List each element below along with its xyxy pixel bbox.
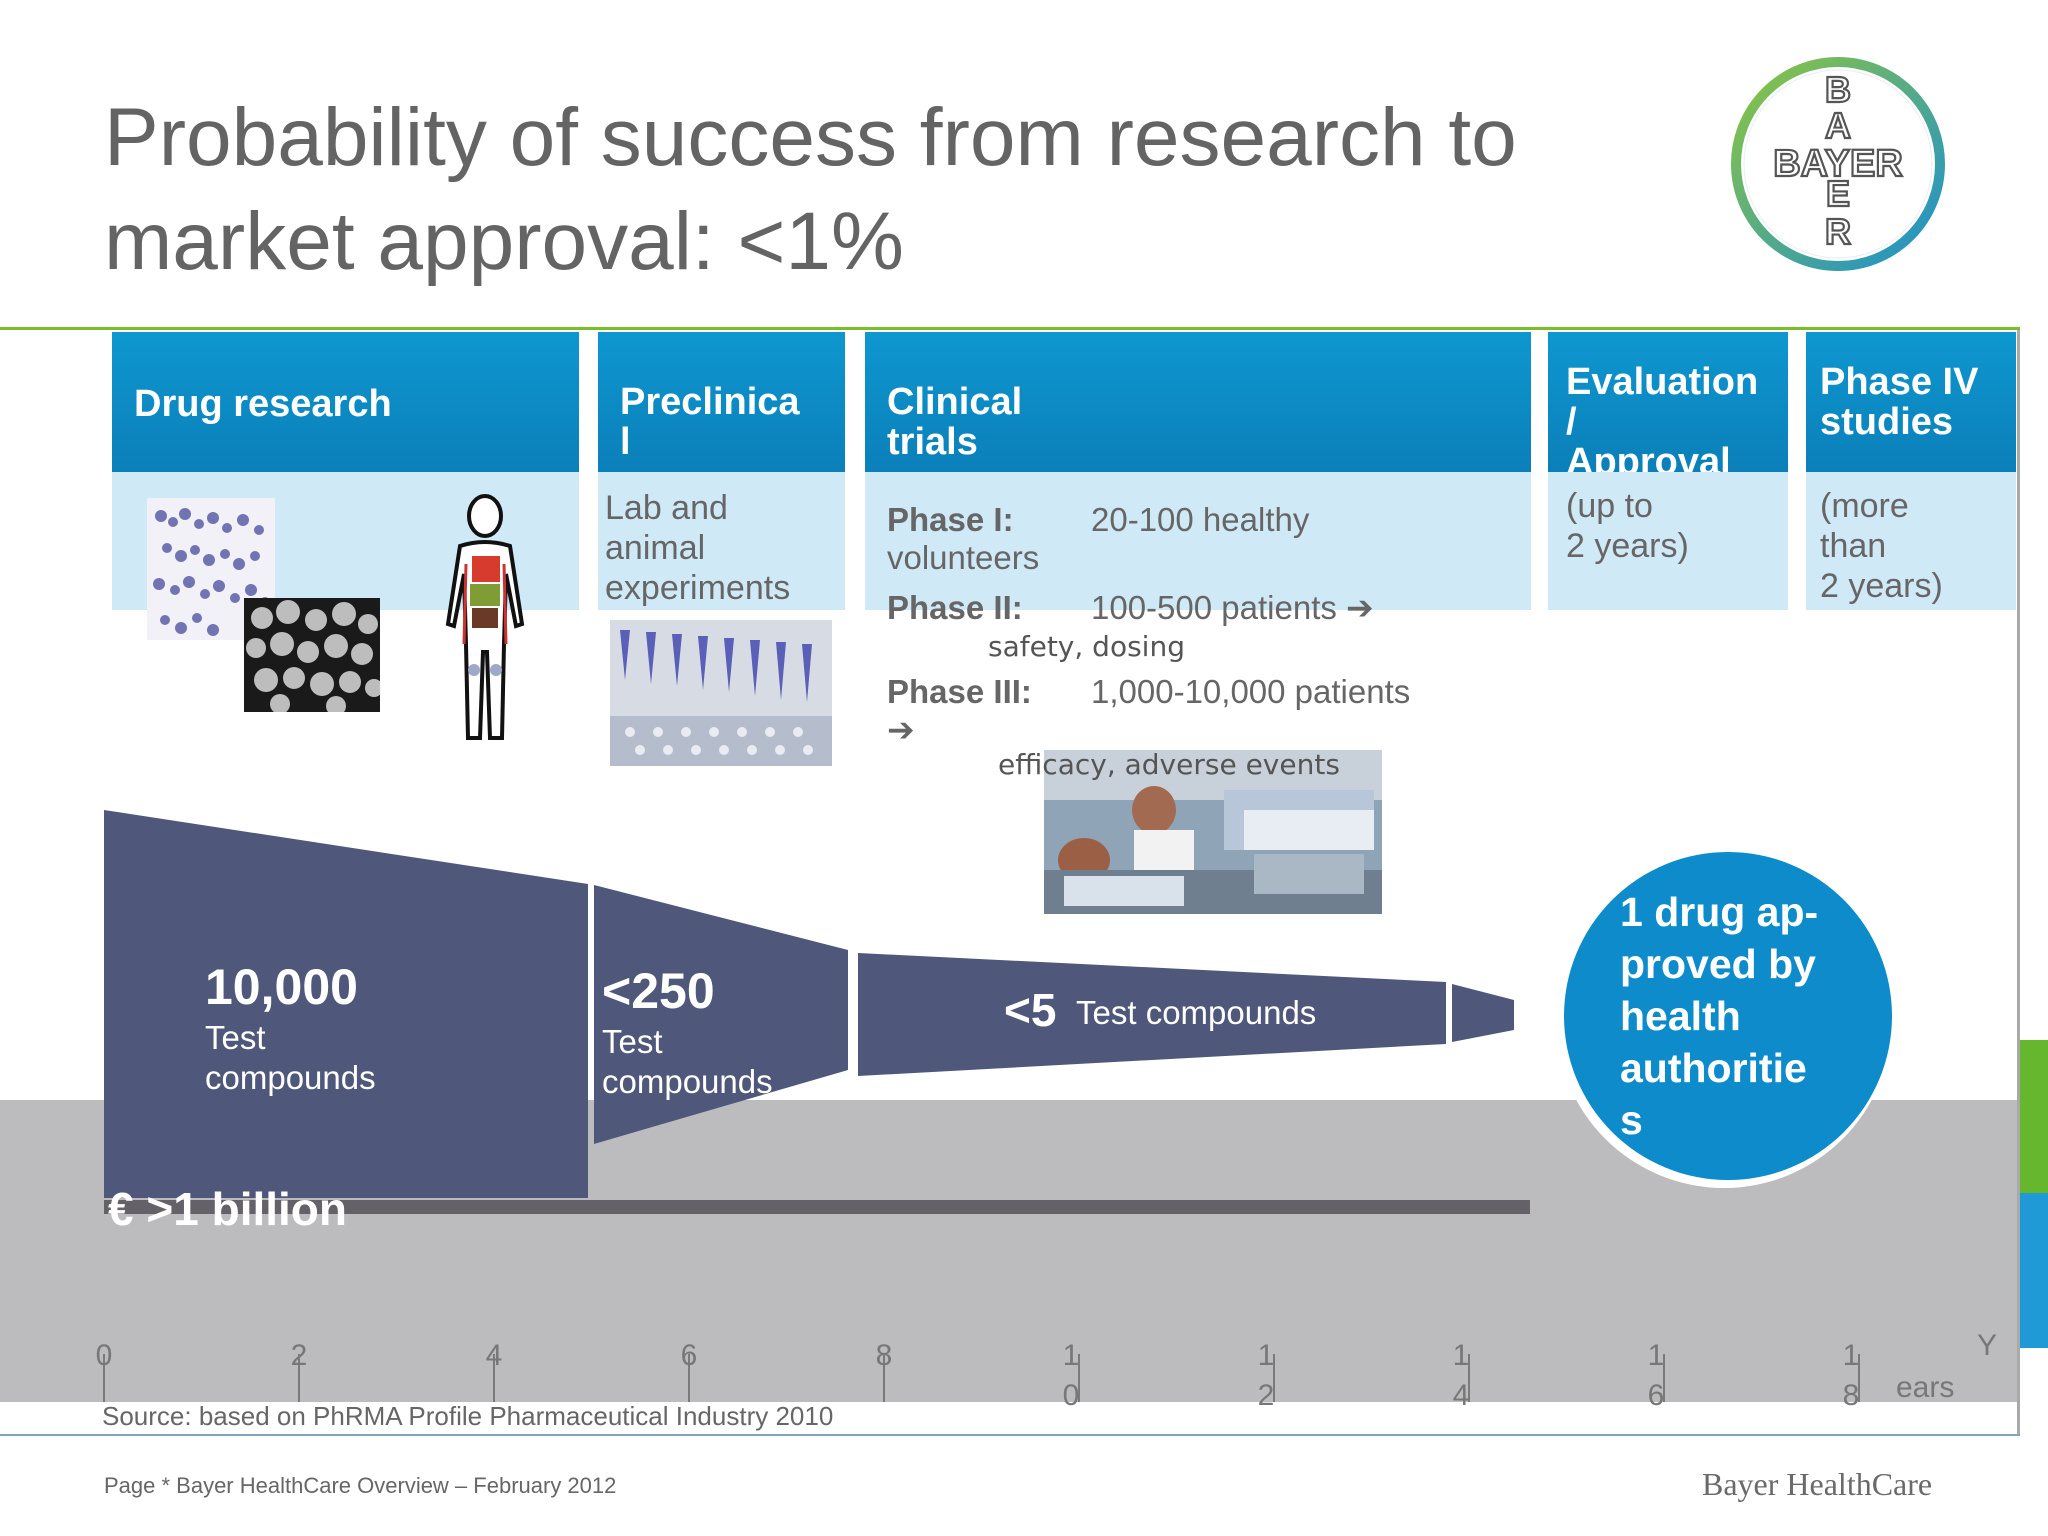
approval-badge-fill: 1 drug ap- proved by health authoritie s: [1564, 852, 1892, 1180]
phase-body-phase-iv: [1806, 472, 2016, 610]
axis-tick-label: 1: [1452, 1339, 1470, 1372]
phase-header-preclinical: Preclinica l: [598, 332, 845, 472]
axis-tick-label: 4: [485, 1339, 503, 1372]
evaluation-duration: (up to 2 years): [1566, 487, 1689, 565]
lab-pipettes-image: [610, 620, 832, 766]
phase-3-label: Phase III:: [887, 673, 1032, 710]
axis-tick: [1468, 1354, 1470, 1402]
phase-3-note: efficacy, adverse events: [998, 748, 1340, 781]
logo-letter: R: [1825, 211, 1851, 252]
phase-2-label: Phase II:: [887, 589, 1023, 626]
axis-tick: [1273, 1354, 1275, 1402]
hospital-ward-image: [1044, 750, 1382, 914]
axis-tick-label: 1: [1842, 1339, 1860, 1372]
axis-tick-label: 4: [1452, 1379, 1470, 1412]
axis-tick-label: 8: [1842, 1379, 1860, 1412]
axis-tick-label: 2: [1257, 1379, 1275, 1412]
stage-1-count: 10,000: [205, 959, 358, 1015]
axis-tick-label: 1: [1257, 1339, 1275, 1372]
bayer-cross-logo: B A E R BAYER: [1728, 54, 1948, 274]
cells-image: [244, 598, 383, 716]
logo-word: BAYER: [1773, 143, 1903, 185]
phase-header-evaluation: Evaluation / Approval: [1548, 332, 1788, 482]
phase-body-evaluation: [1548, 472, 1788, 610]
phase-label: Preclinica l: [620, 381, 800, 463]
cost-bar: [104, 1200, 1530, 1214]
axis-tick-label: 8: [875, 1339, 893, 1372]
axis-tick: [298, 1354, 300, 1402]
preclinical-description: Lab and animal experiments: [605, 489, 791, 607]
phase-3-row: Phase III:: [887, 672, 1032, 712]
stage-3-label: Test compounds: [1076, 994, 1317, 1031]
phase-2-value: 100-500 patients ➔: [1091, 589, 1374, 626]
axis-tick-label: 0: [95, 1339, 113, 1372]
axis-tick: [493, 1354, 495, 1402]
phase-3-arrow: ➔: [887, 711, 915, 748]
phase-header-phase-iv: Phase IV studies: [1806, 332, 2016, 472]
phase-label: Drug research: [134, 383, 392, 425]
phase-2-row: Phase II:: [887, 588, 1023, 628]
stage-1-label: Test compounds: [205, 1019, 376, 1096]
cost-label: € >1 billion: [108, 1183, 348, 1235]
footer-brand: Bayer HealthCare: [1702, 1466, 1933, 1502]
funnel-stage-preclinical: [594, 885, 848, 1144]
axis-unit-label: ears: [1896, 1371, 1955, 1404]
phase-1-row: Phase I:: [887, 500, 1014, 540]
funnel-stage-research: [104, 810, 588, 1198]
phase-label: Evaluation / Approval: [1566, 361, 1759, 483]
phase-body-preclinical: [598, 472, 845, 610]
header-divider: [0, 327, 2020, 330]
axis-tick-label: 6: [680, 1339, 698, 1372]
approval-text: 1 drug ap- proved by health authoritie s: [1620, 889, 1819, 1143]
phase-1-value: 20-100 healthy: [1091, 501, 1310, 538]
stage-2-label: Test compounds: [602, 1023, 773, 1100]
human-anatomy-image: [430, 494, 540, 746]
stage-3-count: <5: [1004, 984, 1057, 1036]
footer-page-info: Page * Bayer HealthCare Overview – Febru…: [104, 1473, 617, 1498]
axis-tick: [103, 1354, 105, 1402]
accent-bar-blue: [2020, 1193, 2048, 1348]
phase-1-label: Phase I:: [887, 501, 1014, 538]
phase-header-drug-research: Drug research: [112, 332, 579, 472]
stage-2-count: <250: [602, 963, 715, 1019]
phase-2-note: safety, dosing: [988, 630, 1185, 663]
phase-iv-duration: (more than 2 years): [1820, 487, 1943, 605]
attrition-funnel: [0, 800, 1540, 1220]
funnel-stage-clinical: [858, 953, 1446, 1076]
axis-tick-label: 6: [1647, 1379, 1665, 1412]
source-note: Source: based on PhRMA Profile Pharmaceu…: [102, 1401, 834, 1431]
axis-tick: [688, 1354, 690, 1402]
accent-bar-green: [2020, 1040, 2048, 1193]
phase-3-value: 1,000-10,000 patients: [1091, 673, 1411, 710]
logo-letter: E: [1826, 173, 1850, 214]
slide-title: Probability of success from research to …: [104, 92, 1517, 287]
phase-header-clinical-trials: Clinical trials: [865, 332, 1531, 472]
axis-tick: [883, 1354, 885, 1402]
axis-tick-label: 1: [1062, 1339, 1080, 1372]
axis-tick-label: 2: [290, 1339, 308, 1372]
logo-letter: B: [1825, 69, 1851, 110]
phase-label: Clinical trials: [887, 381, 1023, 463]
axis-tick: [1858, 1354, 1860, 1402]
axis-tick: [1663, 1354, 1665, 1402]
logo-letter: A: [1825, 105, 1851, 146]
footer-divider: [0, 1434, 2020, 1436]
axis-unit-label: Y: [1976, 1329, 1997, 1362]
content-border: [2017, 330, 2020, 1434]
axis-tick-label: 1: [1647, 1339, 1665, 1372]
axis-tick-label: 0: [1062, 1379, 1080, 1412]
phase-label: Phase IV studies: [1820, 361, 1979, 443]
phase-1-continuation: volunteers: [887, 539, 1040, 576]
approval-badge: 1 drug ap- proved by health authoritie s: [1556, 852, 1892, 1188]
funnel-stage-approval: [1452, 984, 1514, 1042]
phase-body-clinical: [865, 472, 1531, 610]
axis-tick: [1078, 1354, 1080, 1402]
